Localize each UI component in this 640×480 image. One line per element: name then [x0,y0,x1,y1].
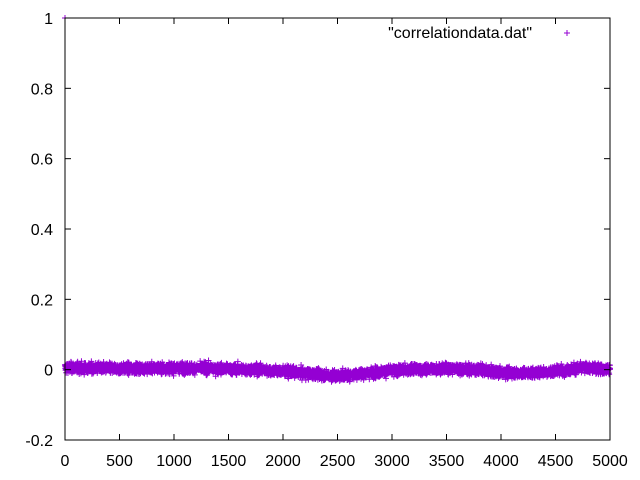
x-tick-label: 4500 [538,453,574,470]
x-tick-label: 0 [61,453,70,470]
x-tick-label: 3500 [429,453,465,470]
axis-ticks [64,17,611,441]
x-tick-label: 500 [106,453,133,470]
y-tick-label: 0.6 [31,152,53,169]
y-tick-label: 0.8 [31,81,53,98]
x-axis-tick-labels: 0 500 1000 1500 2000 2500 3000 3500 4000 4500 5000 [61,453,628,470]
x-tick-label: 2000 [265,453,301,470]
legend-marker [564,30,570,36]
x-tick-label: 1000 [156,453,192,470]
y-tick-label: 0.2 [31,292,53,309]
legend: "correlationdata.dat" [388,25,570,42]
x-tick-label: 1500 [211,453,247,470]
x-tick-label: 4000 [483,453,519,470]
y-tick-label: 1 [44,11,53,28]
y-tick-label: -0.2 [25,433,53,450]
data-points-cloud [62,357,613,385]
y-tick-label: 0 [44,363,53,380]
x-tick-label: 2500 [320,453,356,470]
legend-label: "correlationdata.dat" [388,25,532,42]
y-axis-tick-labels: -0.2 0 0.2 0.4 0.6 0.8 1 [25,11,53,450]
data-points [62,15,613,385]
y-tick-label: 0.4 [31,222,53,239]
x-tick-label: 3000 [374,453,410,470]
x-tick-label: 5000 [592,453,628,470]
